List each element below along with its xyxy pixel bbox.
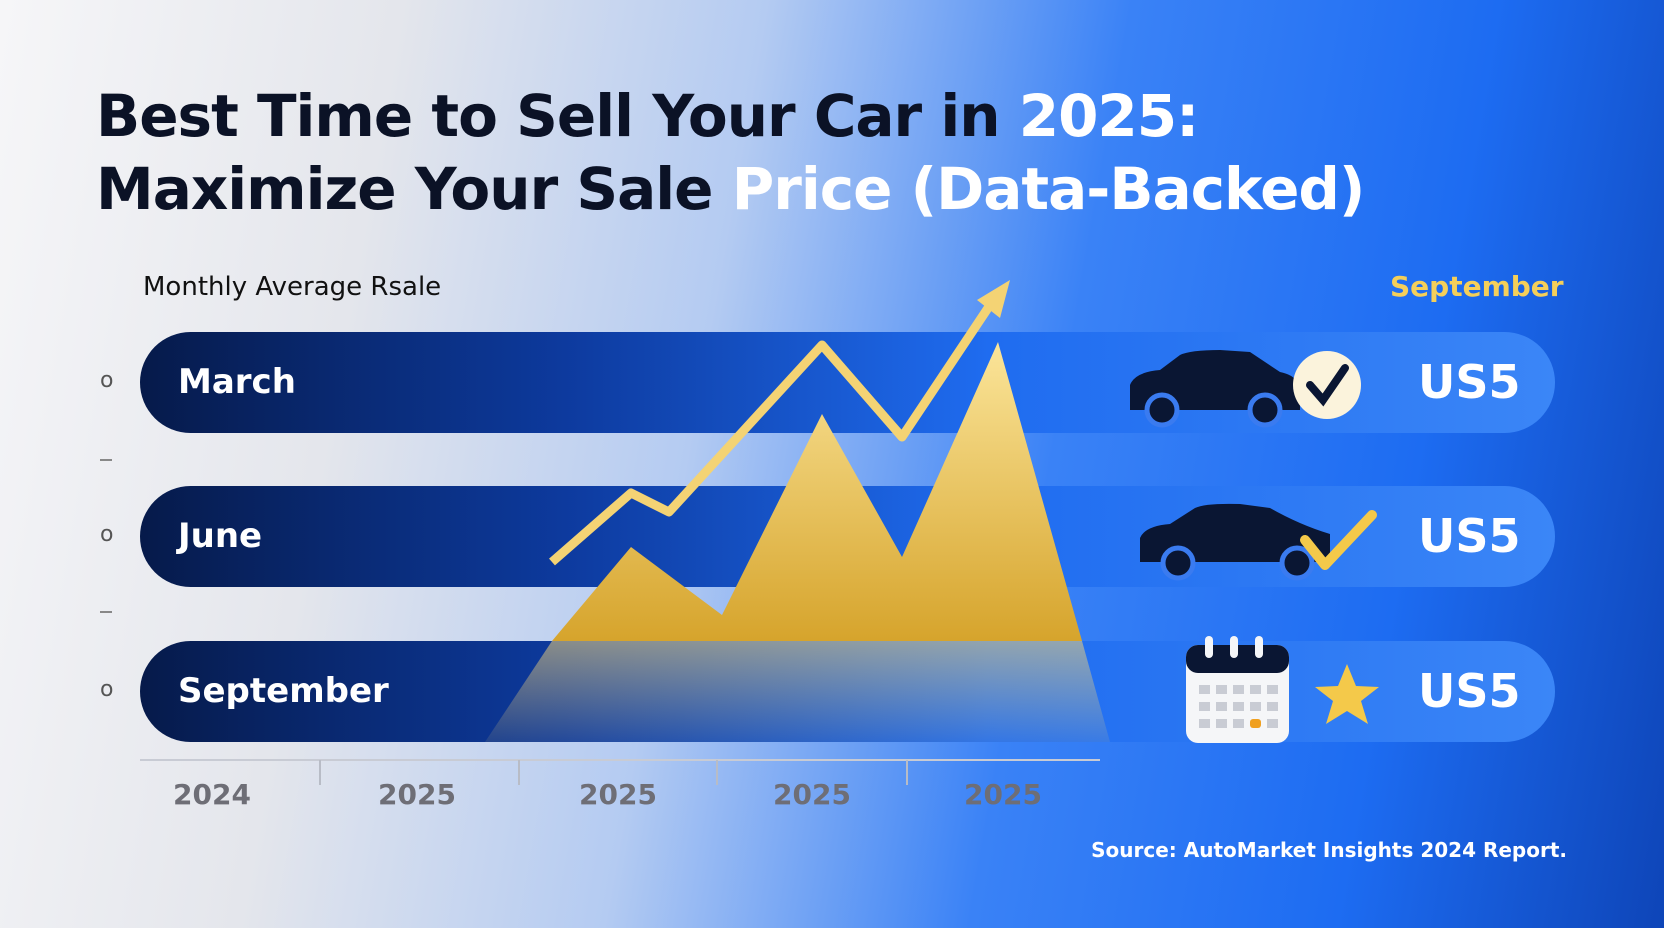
y-dashes: [100, 459, 112, 613]
title-line: Best Time to Sell Your Car in 2025:: [96, 82, 1200, 150]
title-text: Best Time to Sell Your Car in: [96, 82, 1001, 150]
y-label: o: [100, 677, 114, 702]
x-ticks: [319, 760, 908, 785]
subtitle: Monthly Average Rsale: [143, 272, 442, 302]
x-label: 2025: [378, 778, 456, 811]
source-note: Source: AutoMarket Insights 2024 Report.: [1091, 838, 1567, 862]
trend-arrow: [549, 302, 994, 566]
check-circle: [1293, 351, 1361, 419]
row-label: March: [178, 362, 296, 402]
car-icon: [1130, 350, 1300, 428]
check-mark: [1306, 364, 1349, 407]
area-reflection: [485, 641, 1110, 742]
calendar-icon: [1186, 636, 1289, 743]
title-line: Maximize Your Sale Price (Data-Backed): [96, 155, 1366, 223]
y-label: o: [100, 522, 114, 547]
x-label: 2025: [964, 778, 1042, 811]
row-value: US5: [1418, 509, 1521, 563]
title-highlight: 2025:: [1018, 82, 1200, 150]
row-label: June: [178, 516, 263, 556]
arrow-head: [977, 280, 1010, 318]
y-label: o: [100, 368, 114, 393]
car-icon: [1140, 503, 1330, 581]
title-text: Maximize Your Sale: [96, 155, 713, 223]
area-shape: [552, 342, 1082, 641]
check-mark: [1300, 510, 1377, 570]
row-value: US5: [1418, 355, 1521, 409]
row-value: US5: [1418, 664, 1521, 718]
x-label: 2025: [579, 778, 657, 811]
row-label: September: [178, 671, 389, 711]
x-label: 2024: [173, 778, 251, 811]
x-label: 2025: [773, 778, 851, 811]
highlight-label: September: [1390, 270, 1564, 303]
star-icon: [1315, 664, 1379, 724]
title-highlight: Price (Data-Backed): [731, 155, 1366, 223]
